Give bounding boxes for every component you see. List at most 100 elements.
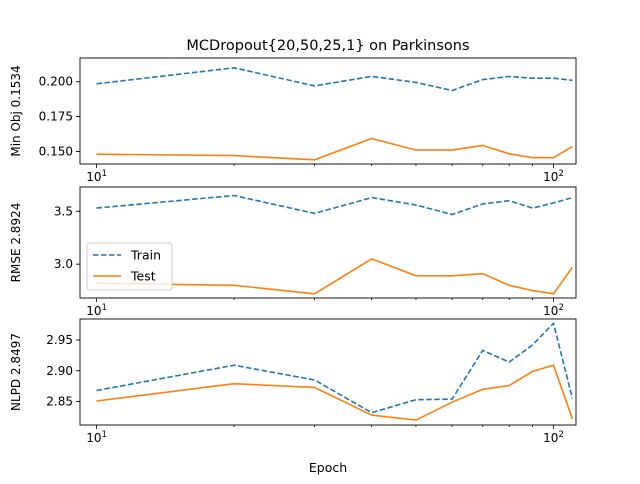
data-point-train (371, 196, 373, 198)
data-point-train (552, 322, 554, 324)
data-point-train (313, 212, 315, 214)
x-axis-label: Epoch (309, 460, 347, 475)
data-point-train (95, 83, 97, 85)
data-point-train (508, 361, 510, 363)
y-axis-label: RMSE 2.8924 (9, 203, 23, 283)
axes-frame (79, 57, 577, 165)
data-point-test (552, 157, 554, 159)
data-point-train (531, 77, 533, 79)
axes-frame (79, 186, 577, 299)
panel-1: 0.150 0.175 0.200 101 102 Min Obj 0.1534 (9, 57, 577, 184)
panel-2: 3.0 3.5 101 102 RMSE 2.8924 (9, 186, 577, 318)
data-point-train (571, 196, 573, 198)
y-tick-label: 2.85 (46, 395, 73, 409)
data-point-train (552, 77, 554, 79)
series-line-test (96, 258, 574, 295)
chart-title: MCDropout{20,50,25,1} on Parkinsons (186, 38, 469, 54)
data-point-train (508, 75, 510, 77)
data-point-test (371, 258, 373, 260)
data-point-train (95, 389, 97, 391)
x-tick-label: 102 (543, 169, 564, 184)
data-point-train (313, 379, 315, 381)
data-point-test (313, 293, 315, 295)
y-tick-label: 3.5 (54, 204, 73, 218)
data-point-train (415, 399, 417, 401)
data-point-train (233, 364, 235, 366)
data-point-train (482, 78, 484, 80)
data-point-test (371, 137, 373, 139)
data-point-test (552, 364, 554, 366)
data-point-train (482, 203, 484, 205)
data-point-test (482, 388, 484, 390)
data-point-test (531, 157, 533, 159)
series-line-test (96, 364, 574, 421)
data-point-test (233, 383, 235, 385)
data-point-test (415, 419, 417, 421)
data-point-test (451, 401, 453, 403)
legend-box (86, 242, 173, 291)
y-tick-label: 0.175 (39, 110, 73, 124)
data-point-test (531, 370, 533, 372)
x-tick-label: 101 (86, 169, 107, 184)
y-tick-label: 3.0 (54, 257, 73, 271)
data-point-train (371, 75, 373, 77)
data-point-train (313, 85, 315, 87)
series-line-train (96, 321, 574, 414)
data-point-test (233, 284, 235, 286)
data-point-test (508, 153, 510, 155)
series-line-train (96, 66, 573, 92)
legend-label-test: Test (130, 269, 156, 284)
data-point-train (571, 397, 573, 399)
data-point-test (415, 275, 417, 277)
y-tick-label: 2.90 (46, 364, 73, 378)
data-point-test (482, 144, 484, 146)
data-point-train (531, 344, 533, 346)
data-point-train (451, 398, 453, 400)
data-point-train (451, 89, 453, 91)
x-tick-label: 102 (543, 430, 564, 445)
data-point-train (415, 204, 417, 206)
data-point-train (451, 213, 453, 215)
data-point-test (571, 418, 573, 420)
data-point-test (552, 293, 554, 295)
panel-3: 2.85 2.90 2.95 101 102 NLPD 2.8497 (9, 318, 577, 445)
data-point-test (95, 153, 97, 155)
data-point-test (508, 384, 510, 386)
data-point-test (508, 284, 510, 286)
data-point-test (95, 400, 97, 402)
data-point-test (531, 289, 533, 291)
data-point-train (552, 202, 554, 204)
data-point-test (233, 154, 235, 156)
legend: Train Test (86, 242, 173, 291)
data-point-train (415, 81, 417, 83)
x-tick-label: 102 (543, 303, 564, 318)
data-point-test (482, 273, 484, 275)
axes-frame (79, 318, 577, 426)
y-tick-label: 0.200 (39, 75, 73, 89)
data-point-test (313, 159, 315, 161)
data-point-test (415, 149, 417, 151)
data-point-train (571, 79, 573, 81)
data-point-train (95, 207, 97, 209)
data-point-test (371, 414, 373, 416)
data-point-train (531, 207, 533, 209)
data-point-test (451, 275, 453, 277)
y-tick-label: 2.95 (46, 333, 73, 347)
data-point-test (571, 266, 573, 268)
series-line-train (96, 194, 573, 216)
y-axis-label: Min Obj 0.1534 (9, 65, 23, 156)
y-axis-label: NLPD 2.8497 (9, 333, 23, 411)
x-tick-label: 101 (86, 303, 107, 318)
data-point-train (371, 412, 373, 414)
data-point-train (233, 194, 235, 196)
data-point-train (233, 67, 235, 69)
series-line-test (96, 137, 573, 161)
x-tick-label: 101 (86, 430, 107, 445)
data-point-train (482, 349, 484, 351)
legend-label-train: Train (130, 248, 161, 263)
data-point-test (451, 149, 453, 151)
data-point-train (508, 200, 510, 202)
